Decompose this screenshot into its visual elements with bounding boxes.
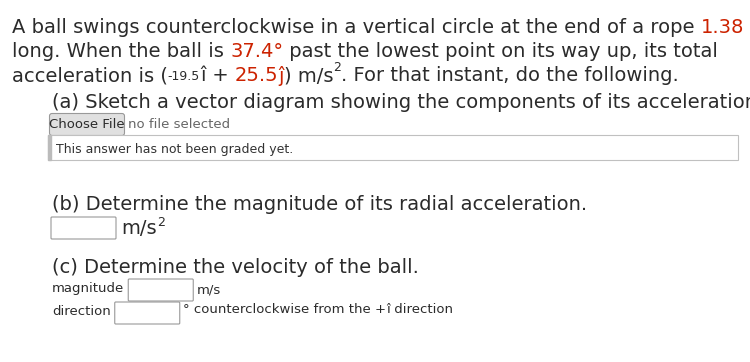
- Text: acceleration is (: acceleration is (: [12, 66, 168, 85]
- Text: ĵ: ĵ: [278, 66, 284, 86]
- Text: m: m: [744, 18, 750, 37]
- Text: (c) Determine the velocity of the ball.: (c) Determine the velocity of the ball.: [52, 258, 419, 277]
- Text: ° counterclockwise from the +: ° counterclockwise from the +: [183, 303, 386, 316]
- Text: 37.4°: 37.4°: [230, 42, 284, 61]
- Text: +: +: [206, 66, 235, 85]
- FancyBboxPatch shape: [51, 217, 116, 239]
- Text: Choose File: Choose File: [50, 118, 124, 131]
- FancyBboxPatch shape: [115, 302, 180, 324]
- Text: 2: 2: [333, 61, 341, 74]
- Text: 25.5: 25.5: [235, 66, 278, 85]
- Bar: [48, 135, 51, 160]
- Text: (b) Determine the magnitude of its radial acceleration.: (b) Determine the magnitude of its radia…: [52, 195, 587, 214]
- Text: . For that instant, do the following.: . For that instant, do the following.: [341, 66, 679, 85]
- Text: 2: 2: [157, 216, 165, 230]
- Text: A ball swings counterclockwise in a vertical circle at the end of a rope: A ball swings counterclockwise in a vert…: [12, 18, 700, 37]
- Text: direction: direction: [389, 303, 452, 316]
- Text: magnitude: magnitude: [52, 282, 124, 295]
- Text: no file selected: no file selected: [128, 118, 230, 131]
- FancyBboxPatch shape: [128, 279, 194, 301]
- Text: î: î: [200, 66, 206, 85]
- Text: direction: direction: [52, 305, 111, 318]
- Text: î: î: [386, 303, 389, 316]
- Text: This answer has not been graded yet.: This answer has not been graded yet.: [56, 143, 293, 156]
- Text: past the lowest point on its way up, its total: past the lowest point on its way up, its…: [284, 42, 718, 61]
- Text: m/s: m/s: [121, 219, 157, 237]
- Text: -19.5: -19.5: [168, 70, 200, 83]
- Text: long. When the ball is: long. When the ball is: [12, 42, 230, 61]
- Text: m/s: m/s: [197, 283, 221, 296]
- Text: (a) Sketch a vector diagram showing the components of its acceleration.: (a) Sketch a vector diagram showing the …: [52, 93, 750, 112]
- FancyBboxPatch shape: [48, 135, 738, 160]
- Text: 1.38: 1.38: [700, 18, 744, 37]
- FancyBboxPatch shape: [50, 114, 124, 135]
- Text: ) m/s: ) m/s: [284, 66, 333, 85]
